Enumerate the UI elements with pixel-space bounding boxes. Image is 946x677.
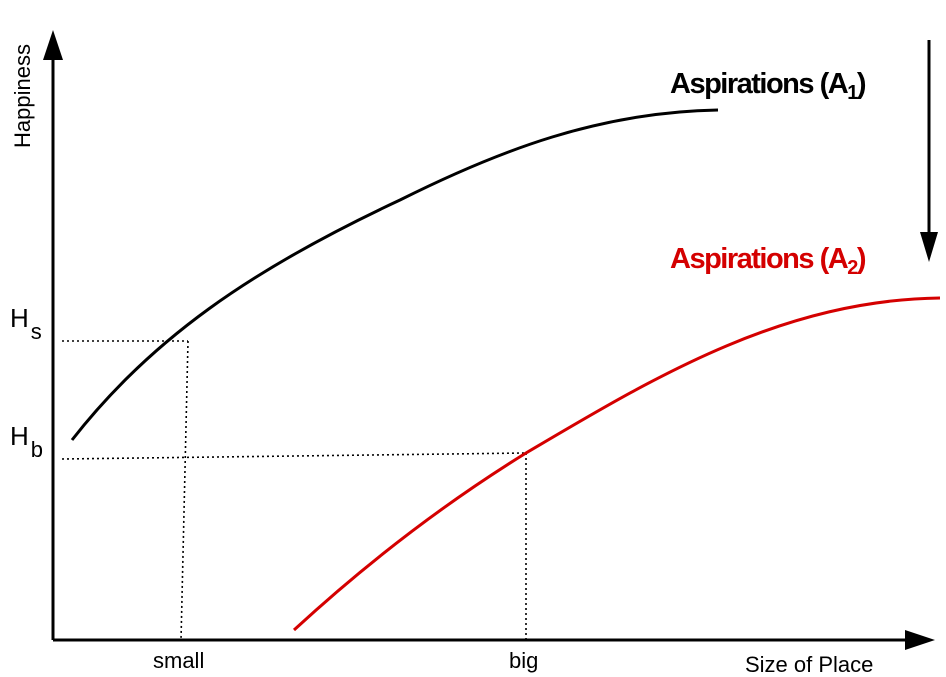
y-axis-arrowhead [43, 30, 63, 60]
guide-small-vertical [180, 340, 189, 641]
x-axis-arrowhead [905, 630, 935, 650]
label-a2-close: ) [857, 243, 866, 275]
label-a2-sub: 2 [847, 257, 858, 279]
curve-a1 [70, 108, 719, 441]
tick-hs: Hs [10, 303, 42, 344]
label-a1-main: Aspirations (A [670, 68, 849, 100]
guide-hb-horizontal [61, 452, 527, 460]
label-a1: Aspirations (A1) [670, 68, 866, 104]
x-axis-label: Size of Place [745, 652, 873, 677]
label-a1-sub: 1 [847, 82, 858, 104]
label-a2-main: Aspirations (A [670, 243, 849, 275]
tick-hb: Hb [10, 421, 43, 462]
shift-arrow-head [920, 232, 938, 262]
tick-hb-main: H [10, 421, 29, 451]
tick-big: big [509, 648, 538, 673]
tick-hb-sub: b [31, 437, 43, 462]
curve-a2 [292, 296, 941, 632]
tick-hs-main: H [10, 303, 29, 333]
tick-hs-sub: s [31, 319, 42, 344]
tick-small: small [153, 648, 204, 673]
label-a1-close: ) [857, 68, 866, 100]
label-a2: Aspirations (A2) [670, 243, 866, 279]
y-axis-label: Happiness [10, 44, 35, 148]
